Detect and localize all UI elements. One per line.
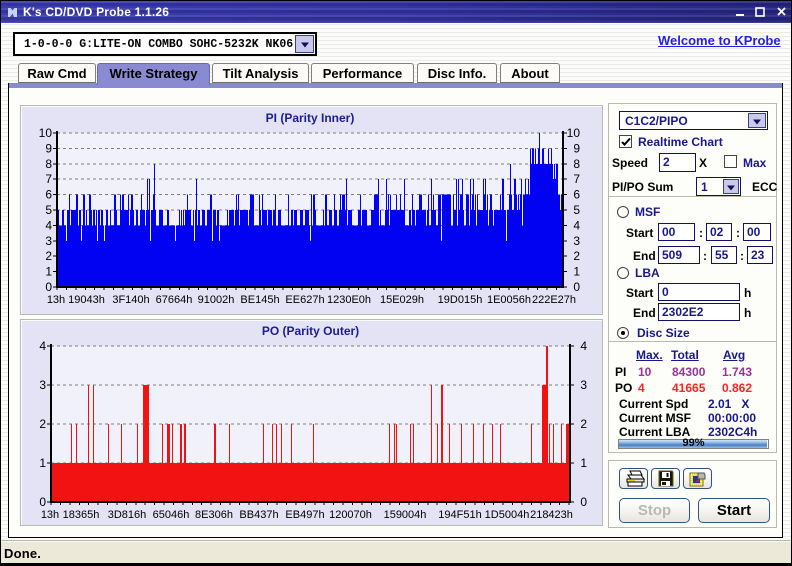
svg-text:10: 10 bbox=[39, 126, 53, 140]
svg-text:2: 2 bbox=[45, 249, 52, 263]
svg-text:4: 4 bbox=[45, 218, 52, 232]
svg-text:BB437h: BB437h bbox=[239, 509, 278, 521]
svg-text:65046h: 65046h bbox=[153, 509, 190, 521]
svg-text:1: 1 bbox=[573, 265, 580, 279]
svg-text:1: 1 bbox=[39, 456, 46, 470]
svg-text:19043h: 19043h bbox=[68, 294, 105, 306]
svg-text:4: 4 bbox=[39, 339, 46, 353]
svg-text:EE627h: EE627h bbox=[285, 294, 324, 306]
svg-text:10: 10 bbox=[567, 126, 581, 140]
svg-text:9: 9 bbox=[45, 141, 52, 155]
svg-text:0: 0 bbox=[39, 495, 46, 509]
svg-text:1E0056h: 1E0056h bbox=[487, 294, 531, 306]
svg-text:8: 8 bbox=[573, 157, 580, 171]
svg-text:2: 2 bbox=[39, 417, 46, 431]
svg-text:19D015h: 19D015h bbox=[438, 294, 483, 306]
svg-text:1: 1 bbox=[45, 265, 52, 279]
svg-text:1D5004h: 1D5004h bbox=[485, 509, 530, 521]
svg-text:0: 0 bbox=[45, 280, 52, 294]
svg-text:222E27h: 222E27h bbox=[532, 294, 576, 306]
svg-text:18365h: 18365h bbox=[63, 509, 100, 521]
svg-text:5: 5 bbox=[45, 203, 52, 217]
svg-text:EB497h: EB497h bbox=[285, 509, 324, 521]
svg-text:3: 3 bbox=[580, 378, 587, 392]
svg-text:4: 4 bbox=[573, 218, 580, 232]
svg-text:159004h: 159004h bbox=[384, 509, 427, 521]
svg-text:5: 5 bbox=[573, 203, 580, 217]
svg-text:7: 7 bbox=[45, 172, 52, 186]
svg-text:13h: 13h bbox=[47, 294, 65, 306]
svg-text:PI (Parity Inner): PI (Parity Inner) bbox=[266, 111, 355, 125]
svg-text:PO (Parity Outer): PO (Parity Outer) bbox=[262, 324, 359, 338]
svg-text:13h: 13h bbox=[41, 509, 59, 521]
svg-text:3: 3 bbox=[573, 234, 580, 248]
svg-text:BE145h: BE145h bbox=[240, 294, 279, 306]
svg-text:8E306h: 8E306h bbox=[195, 509, 233, 521]
svg-text:2: 2 bbox=[573, 249, 580, 263]
svg-text:9: 9 bbox=[573, 141, 580, 155]
svg-text:3D816h: 3D816h bbox=[108, 509, 147, 521]
svg-text:0: 0 bbox=[580, 495, 587, 509]
svg-text:3: 3 bbox=[45, 234, 52, 248]
svg-text:15E029h: 15E029h bbox=[380, 294, 424, 306]
svg-text:4: 4 bbox=[580, 339, 587, 353]
svg-text:3F140h: 3F140h bbox=[112, 294, 149, 306]
svg-text:7: 7 bbox=[573, 172, 580, 186]
svg-text:218423h: 218423h bbox=[530, 509, 573, 521]
svg-text:120070h: 120070h bbox=[329, 509, 372, 521]
svg-text:67664h: 67664h bbox=[156, 294, 193, 306]
svg-text:6: 6 bbox=[573, 188, 580, 202]
svg-text:2: 2 bbox=[580, 417, 587, 431]
svg-text:6: 6 bbox=[45, 188, 52, 202]
svg-text:3: 3 bbox=[39, 378, 46, 392]
svg-text:0: 0 bbox=[573, 280, 580, 294]
svg-text:91002h: 91002h bbox=[198, 294, 235, 306]
svg-text:1: 1 bbox=[580, 456, 587, 470]
svg-text:194F51h: 194F51h bbox=[438, 509, 481, 521]
svg-text:1230E0h: 1230E0h bbox=[327, 294, 371, 306]
svg-text:8: 8 bbox=[45, 157, 52, 171]
